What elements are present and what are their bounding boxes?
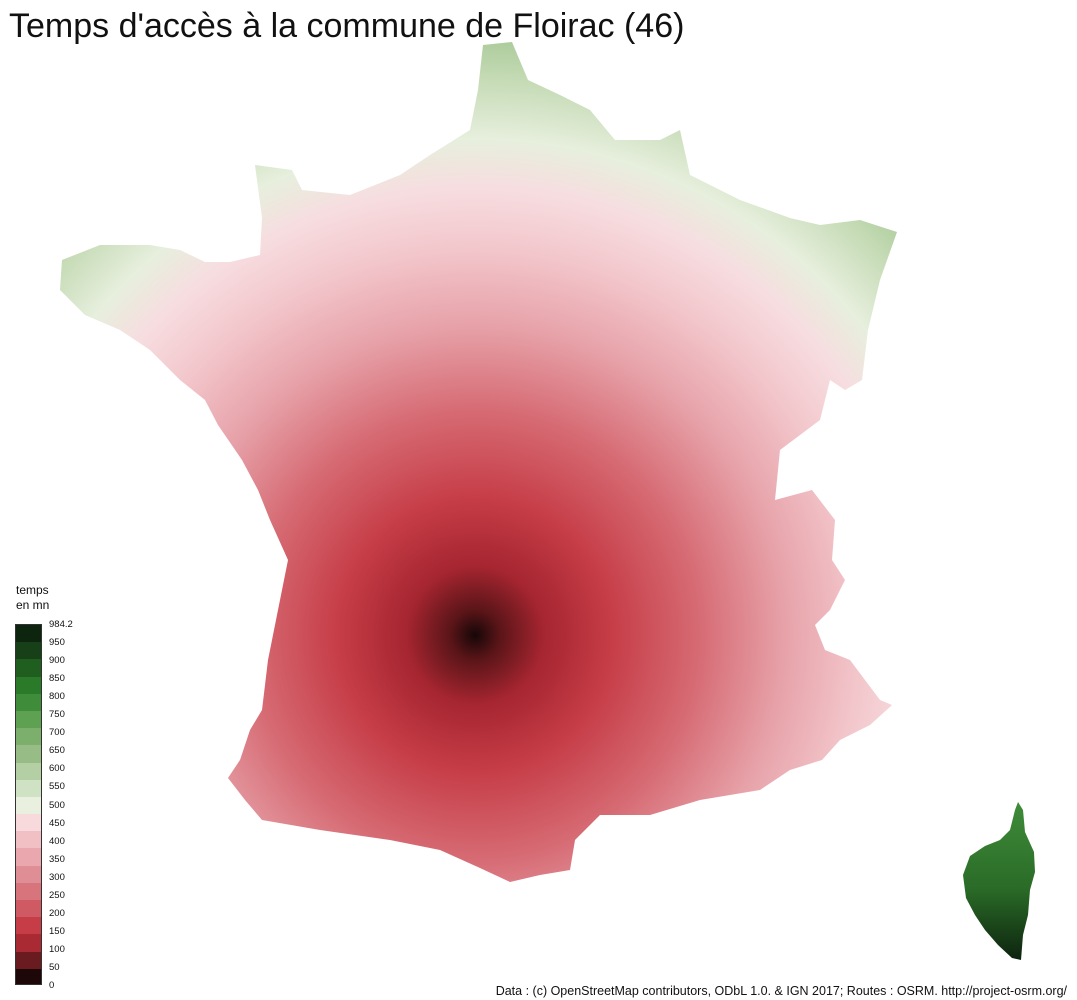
legend-swatch bbox=[16, 745, 41, 764]
legend-break-label: 700 bbox=[49, 727, 65, 739]
legend-break-label: 0 bbox=[49, 980, 55, 991]
legend-swatch bbox=[16, 625, 41, 643]
legend-break-label: 650 bbox=[49, 745, 65, 757]
legend-swatch bbox=[16, 796, 41, 815]
legend-swatch bbox=[16, 968, 41, 984]
legend-swatch bbox=[16, 728, 41, 746]
legend-swatch bbox=[16, 831, 41, 849]
legend-swatch bbox=[16, 951, 41, 970]
legend-swatch bbox=[16, 642, 41, 660]
corsica-shape bbox=[963, 802, 1035, 960]
legend-break-label: 250 bbox=[49, 889, 65, 901]
legend-break-label: 150 bbox=[49, 925, 65, 937]
legend-swatch bbox=[16, 693, 41, 712]
legend-swatch bbox=[16, 900, 41, 918]
legend-break-label: 800 bbox=[49, 691, 65, 703]
map-title: Temps d'accès à la commune de Floirac (4… bbox=[9, 7, 685, 45]
legend-break-label: 200 bbox=[49, 907, 65, 919]
legend-swatch bbox=[16, 882, 41, 901]
metropolitan-france-shape bbox=[60, 42, 897, 882]
legend-swatch bbox=[16, 779, 41, 798]
legend-break-label: 984.2 bbox=[49, 619, 73, 630]
legend-break-label: 500 bbox=[49, 799, 65, 811]
legend-break-label: 50 bbox=[49, 961, 60, 973]
legend-swatch bbox=[16, 659, 41, 678]
legend-break-label: 400 bbox=[49, 835, 65, 847]
legend-swatch bbox=[16, 848, 41, 867]
legend-break-label: 600 bbox=[49, 763, 65, 775]
legend-color-scale bbox=[15, 624, 42, 985]
legend-swatch bbox=[16, 917, 41, 935]
legend-break-label: 950 bbox=[49, 637, 65, 649]
legend-title: temps en mn bbox=[16, 583, 50, 612]
source-credit: Data : (c) OpenStreetMap contributors, O… bbox=[495, 984, 1067, 998]
legend-break-label: 450 bbox=[49, 817, 65, 829]
legend-break-label: 550 bbox=[49, 781, 65, 793]
legend-break-label: 300 bbox=[49, 871, 65, 883]
legend-break-label: 900 bbox=[49, 655, 65, 667]
legend-break-label: 750 bbox=[49, 709, 65, 721]
legend-break-label: 350 bbox=[49, 853, 65, 865]
legend-break-label: 100 bbox=[49, 943, 65, 955]
legend-swatch bbox=[16, 762, 41, 781]
legend-swatch bbox=[16, 676, 41, 695]
legend-break-label: 850 bbox=[49, 673, 65, 685]
legend-swatch bbox=[16, 865, 41, 884]
legend-swatch bbox=[16, 934, 41, 953]
legend-swatch bbox=[16, 814, 41, 832]
legend-swatch bbox=[16, 710, 41, 729]
